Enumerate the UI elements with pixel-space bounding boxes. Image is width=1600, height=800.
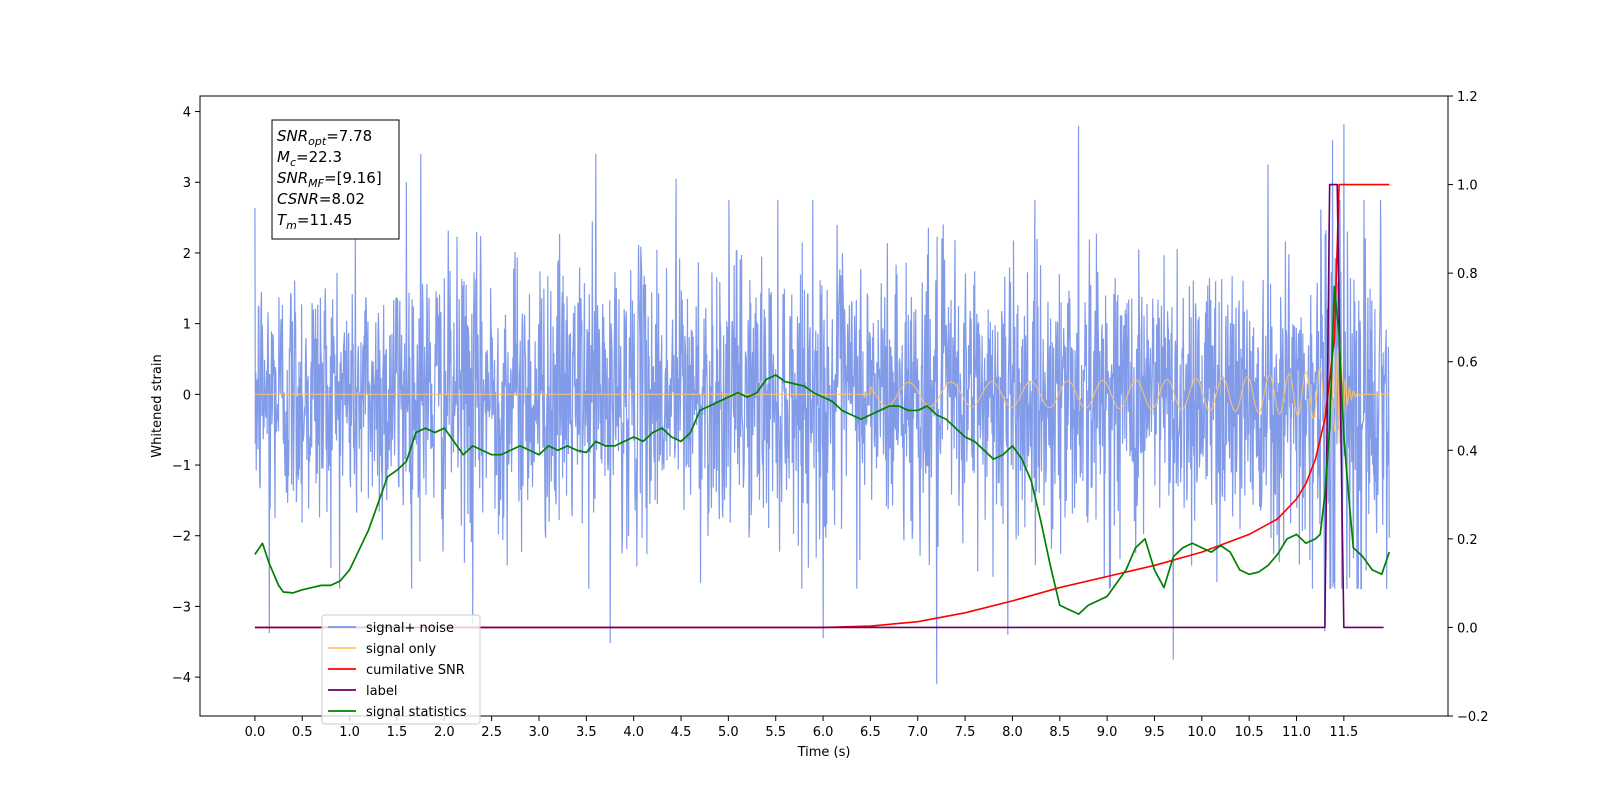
x-tick-label: 2.0 [434, 725, 455, 740]
axes-frame [199, 95, 1449, 717]
y-tick-label: −3 [172, 600, 191, 615]
x-tick-label: 5.0 [718, 725, 739, 740]
legend-label: signal statistics [366, 705, 467, 720]
legend-label: signal+ noise [366, 621, 454, 636]
series-signal-noise [254, 124, 1390, 685]
legend-frame [321, 614, 481, 725]
x-tick-label: 2.5 [481, 725, 502, 740]
info-box-frame [271, 119, 400, 240]
y-tick-label: −1 [172, 459, 191, 474]
y-axis-left: 4 3 2 1 0 −1 −2 −3 −4 [172, 106, 200, 686]
y2-tick-label: 0.8 [1457, 267, 1478, 282]
y2-tick-label: 0.0 [1457, 621, 1478, 636]
info-line: Tm=11.45 [277, 211, 352, 232]
x-tick-label: 0.5 [292, 725, 313, 740]
x-tick-label: 11.0 [1282, 725, 1311, 740]
legend-label: cumilative SNR [366, 663, 465, 678]
info-line: SNRopt=7.78 [277, 127, 372, 148]
legend: signal+ noise signal only cumilative SNR la… [321, 614, 481, 725]
y-tick-label: 2 [183, 247, 191, 262]
series-label [254, 183, 1384, 629]
y2-tick-label: 0.4 [1457, 444, 1478, 459]
x-tick-label: 10.5 [1235, 725, 1264, 740]
info-line: SNRMF=[9.16] [277, 169, 382, 190]
info-line: Mc=22.3 [277, 148, 342, 169]
y2-tick-label: 0.6 [1457, 356, 1478, 371]
y-tick-label: 1 [183, 318, 191, 333]
plot-area [254, 124, 1391, 685]
series-cumulative-snr [254, 183, 1390, 629]
x-tick-label: 1.0 [339, 725, 360, 740]
x-tick-label: 7.5 [955, 725, 976, 740]
x-tick-label: 9.0 [1097, 725, 1118, 740]
y-axis-label: Whitened strain [150, 354, 165, 457]
x-tick-label: 4.0 [623, 725, 644, 740]
y-tick-label: 0 [183, 388, 191, 403]
x-tick-label: 10.0 [1187, 725, 1216, 740]
x-tick-label: 4.5 [671, 725, 692, 740]
x-tick-label: 6.0 [813, 725, 834, 740]
y2-tick-label: 0.2 [1457, 533, 1478, 548]
x-tick-label: 7.0 [907, 725, 928, 740]
series-signal-only [254, 346, 1390, 444]
y2-tick-label: 1.2 [1457, 90, 1478, 105]
y2-tick-label: 1.0 [1457, 179, 1478, 194]
y-tick-label: 3 [183, 176, 191, 191]
y-tick-label: −2 [172, 530, 191, 545]
x-tick-label: 6.5 [860, 725, 881, 740]
legend-label: label [366, 684, 397, 699]
x-axis: 0.0 0.5 1.0 1.5 2.0 2.5 3.0 3.5 4.0 4.5 5.0 5.5 6.0 6… [245, 716, 1358, 740]
x-tick-label: 8.5 [1049, 725, 1070, 740]
x-tick-label: 3.0 [529, 725, 550, 740]
y-tick-label: 4 [183, 106, 191, 121]
x-tick-label: 9.5 [1144, 725, 1165, 740]
x-tick-label: 1.5 [387, 725, 408, 740]
y-tick-label: −4 [172, 671, 191, 686]
x-tick-label: 11.5 [1329, 725, 1358, 740]
series-signal-statistics [254, 285, 1391, 615]
info-line: CSNR=8.02 [277, 190, 365, 208]
x-tick-label: 0.0 [245, 725, 266, 740]
y-axis-right: 1.2 1.0 0.8 0.6 0.4 0.2 0.0 −0.2 [1448, 90, 1489, 725]
x-tick-label: 8.0 [1002, 725, 1023, 740]
y2-tick-label: −0.2 [1457, 710, 1489, 725]
legend-label: signal only [366, 642, 436, 657]
x-tick-label: 3.5 [576, 725, 597, 740]
x-axis-label: Time (s) [797, 745, 851, 760]
x-tick-label: 5.5 [765, 725, 786, 740]
